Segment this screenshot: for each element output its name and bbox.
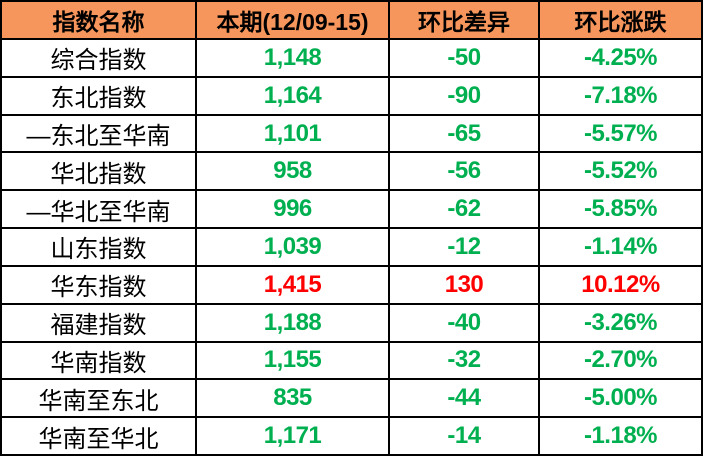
table-row: —东北至华南 1,101 -65 -5.57% xyxy=(0,113,703,154)
cell-diff: 130 xyxy=(388,264,540,305)
cell-name: 东北指数 xyxy=(0,75,197,116)
cell-name: 华南至华北 xyxy=(0,416,197,456)
cell-diff: -90 xyxy=(388,75,540,116)
cell-current: 1,188 xyxy=(195,302,390,343)
cell-current: 1,171 xyxy=(195,416,390,456)
cell-current: 1,148 xyxy=(195,38,390,78)
table-row: 综合指数 1,148 -50 -4.25% xyxy=(0,38,703,78)
table-row: 福建指数 1,188 -40 -3.26% xyxy=(0,302,703,343)
cell-current: 1,039 xyxy=(195,227,390,267)
cell-change: -5.00% xyxy=(538,378,703,419)
cell-change: -5.52% xyxy=(538,151,703,192)
cell-name: 福建指数 xyxy=(0,302,197,343)
table-row: —华北至华南 996 -62 -5.85% xyxy=(0,189,703,230)
cell-name: 华东指数 xyxy=(0,264,197,305)
cell-name: 山东指数 xyxy=(0,227,197,267)
cell-diff: -62 xyxy=(388,189,540,230)
cell-name: 华南至东北 xyxy=(0,378,197,419)
cell-change: -7.18% xyxy=(538,75,703,116)
cell-diff: -44 xyxy=(388,378,540,419)
cell-diff: -32 xyxy=(388,340,540,381)
table-row: 东北指数 1,164 -90 -7.18% xyxy=(0,75,703,116)
col-header-change-pct: 环比涨跌 xyxy=(538,0,703,40)
table-row: 华南指数 1,155 -32 -2.70% xyxy=(0,340,703,381)
cell-change: 10.12% xyxy=(538,264,703,305)
header-row: 指数名称 本期(12/09-15) 环比差异 环比涨跌 xyxy=(0,0,703,40)
cell-name: 华北指数 xyxy=(0,151,197,192)
cell-diff: -40 xyxy=(388,302,540,343)
cell-diff: -50 xyxy=(388,38,540,78)
cell-current: 996 xyxy=(195,189,390,230)
table-row: 华东指数 1,415 130 10.12% xyxy=(0,264,703,305)
col-header-diff: 环比差异 xyxy=(388,0,540,40)
table-body: 综合指数 1,148 -50 -4.25% 东北指数 1,164 -90 -7.18% —东北至… xyxy=(0,38,703,456)
cell-name: 华南指数 xyxy=(0,340,197,381)
table-row: 华南至华北 1,171 -14 -1.18% xyxy=(0,416,703,456)
cell-diff: -65 xyxy=(388,113,540,154)
col-header-current-period: 本期(12/09-15) xyxy=(195,0,390,40)
cell-change: -2.70% xyxy=(538,340,703,381)
col-header-index-name: 指数名称 xyxy=(0,0,197,40)
cell-change: -1.14% xyxy=(538,227,703,267)
cell-name: —华北至华南 xyxy=(0,189,197,230)
cell-current: 1,164 xyxy=(195,75,390,116)
cell-diff: -14 xyxy=(388,416,540,456)
cell-name: 综合指数 xyxy=(0,38,197,78)
cell-change: -1.18% xyxy=(538,416,703,456)
cell-change: -3.26% xyxy=(538,302,703,343)
cell-change: -5.57% xyxy=(538,113,703,154)
cell-current: 835 xyxy=(195,378,390,419)
cell-change: -4.25% xyxy=(538,38,703,78)
table-row: 华南至东北 835 -44 -5.00% xyxy=(0,378,703,419)
table-row: 山东指数 1,039 -12 -1.14% xyxy=(0,227,703,267)
cell-change: -5.85% xyxy=(538,189,703,230)
cell-current: 958 xyxy=(195,151,390,192)
cell-name: —东北至华南 xyxy=(0,113,197,154)
cell-diff: -12 xyxy=(388,227,540,267)
table-row: 华北指数 958 -56 -5.52% xyxy=(0,151,703,192)
cell-diff: -56 xyxy=(388,151,540,192)
cell-current: 1,101 xyxy=(195,113,390,154)
cell-current: 1,155 xyxy=(195,340,390,381)
cell-current: 1,415 xyxy=(195,264,390,305)
